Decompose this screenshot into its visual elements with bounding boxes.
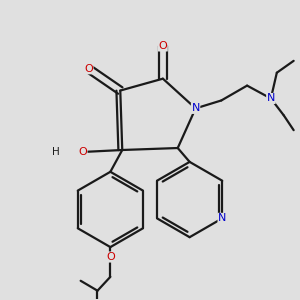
Text: N: N [218,213,226,224]
Text: H: H [52,147,60,157]
Text: O: O [84,64,93,74]
Text: N: N [267,94,275,103]
Text: O: O [106,252,115,262]
Text: O: O [158,41,167,51]
Text: N: N [191,103,200,113]
Text: O: O [78,147,87,157]
